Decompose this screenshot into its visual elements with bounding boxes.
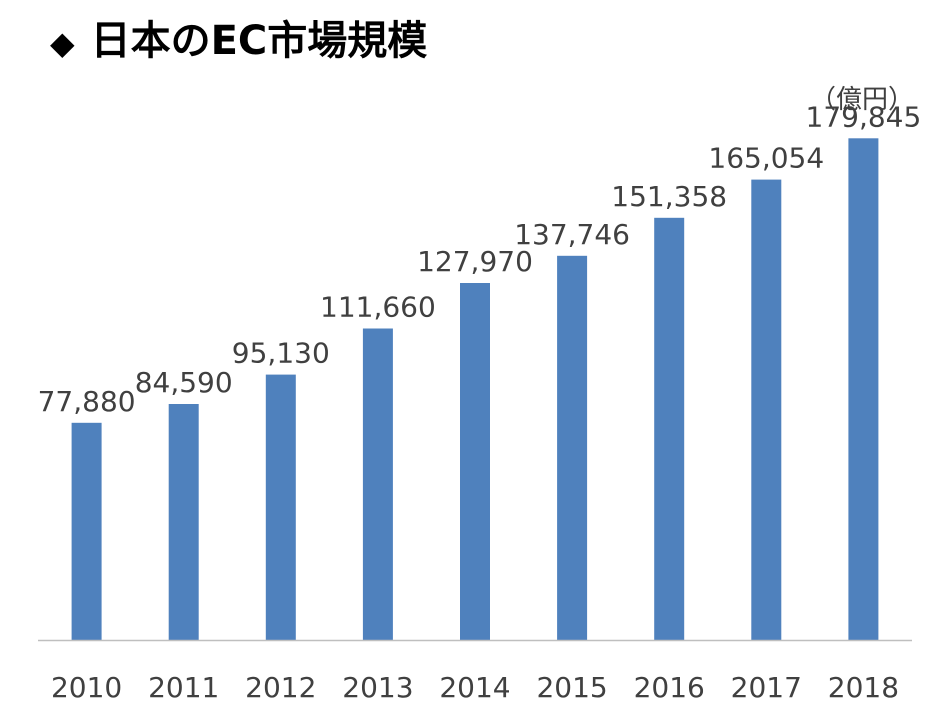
x-tick-2013: 2013 [342, 671, 413, 704]
value-label-2018: 179,845 [806, 100, 922, 133]
bar-2011 [168, 404, 199, 640]
x-tick-labels-group: 2010 2011 2012 2013 2014 2015 2016 2017 2018 [51, 671, 899, 704]
x-tick-2010: 2010 [51, 671, 122, 704]
value-label-2016: 151,358 [611, 180, 727, 213]
bar-2013 [362, 328, 393, 640]
value-label-2011: 84,590 [135, 366, 233, 399]
chart-title-text: 日本のEC市場規模 [90, 18, 428, 64]
x-tick-2012: 2012 [245, 671, 316, 704]
bar-2010 [71, 422, 102, 640]
value-label-2012: 95,130 [232, 337, 330, 370]
x-tick-2017: 2017 [731, 671, 802, 704]
bar-2014 [460, 283, 490, 640]
chart-title: ◆ 日本のEC市場規模 [50, 8, 427, 66]
diamond-bullet-icon: ◆ [50, 24, 75, 62]
unit-label: （億円） [810, 85, 914, 115]
value-label-2015: 137,746 [514, 218, 630, 251]
x-tick-2016: 2016 [634, 671, 705, 704]
x-tick-2014: 2014 [439, 671, 510, 704]
value-label-2010: 77,880 [38, 385, 136, 418]
bars-group [71, 138, 879, 641]
bar-2015 [557, 255, 588, 641]
value-label-2014: 127,970 [417, 245, 533, 278]
x-tick-2015: 2015 [536, 671, 607, 704]
x-tick-2018: 2018 [828, 671, 899, 704]
bar-2016 [654, 217, 685, 641]
value-label-2017: 165,054 [708, 142, 824, 175]
bar-2012 [265, 374, 296, 640]
x-tick-2011: 2011 [148, 671, 219, 704]
value-label-2013: 111,660 [320, 291, 436, 324]
bar-2017 [751, 179, 782, 640]
bar-2018 [848, 138, 879, 641]
